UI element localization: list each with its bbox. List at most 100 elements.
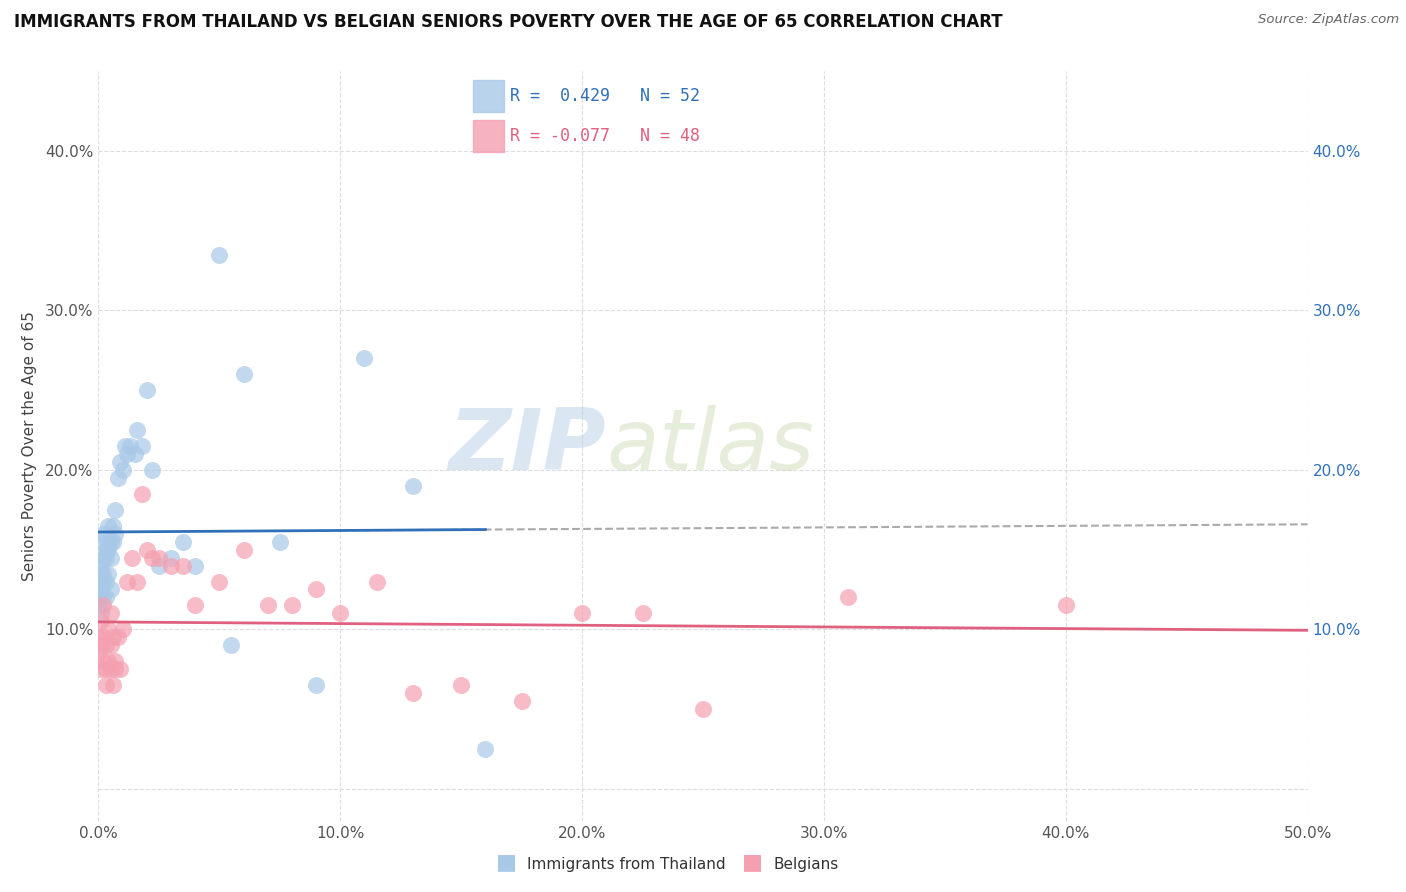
- Point: [127, 423, 149, 437]
- Point: [87, 574, 110, 589]
- Point: [104, 526, 127, 541]
- Point: [100, 582, 122, 597]
- Point: [91, 566, 114, 581]
- Point: [131, 439, 153, 453]
- Point: [94, 591, 117, 605]
- Point: [104, 502, 127, 516]
- Point: [90, 582, 112, 597]
- Point: [118, 439, 141, 453]
- Point: [269, 534, 291, 549]
- Point: [135, 383, 157, 397]
- Point: [97, 566, 120, 581]
- Point: [111, 463, 134, 477]
- Point: [101, 630, 124, 644]
- Point: [121, 550, 143, 565]
- Point: [366, 574, 388, 589]
- Point: [104, 654, 127, 668]
- Point: [631, 607, 654, 621]
- Point: [329, 607, 352, 621]
- Point: [100, 662, 122, 676]
- Point: [94, 662, 117, 676]
- Point: [100, 638, 122, 652]
- Bar: [474, 80, 505, 112]
- Point: [97, 542, 120, 557]
- Point: [90, 662, 112, 676]
- Point: [91, 630, 114, 644]
- Point: [172, 534, 194, 549]
- Point: [100, 534, 122, 549]
- Point: [305, 678, 328, 692]
- Point: [97, 654, 120, 668]
- Point: [124, 447, 146, 461]
- Point: [91, 526, 114, 541]
- Point: [100, 607, 122, 621]
- Point: [94, 574, 117, 589]
- Point: [101, 518, 124, 533]
- Point: [474, 742, 496, 756]
- Point: [94, 542, 117, 557]
- Point: [91, 591, 114, 605]
- Point: [450, 678, 472, 692]
- Point: [256, 599, 278, 613]
- Point: [510, 694, 533, 708]
- Point: [837, 591, 859, 605]
- Point: [571, 607, 593, 621]
- Point: [160, 550, 183, 565]
- Point: [305, 582, 328, 597]
- Point: [87, 646, 110, 660]
- Point: [184, 599, 207, 613]
- Point: [90, 615, 112, 629]
- Point: [94, 678, 117, 692]
- Text: ■: ■: [496, 853, 516, 872]
- Point: [87, 582, 110, 597]
- Point: [114, 439, 136, 453]
- Point: [208, 248, 231, 262]
- Point: [100, 550, 122, 565]
- Point: [97, 518, 120, 533]
- Point: [141, 463, 163, 477]
- Point: [208, 574, 231, 589]
- Point: [91, 550, 114, 565]
- Point: [1054, 599, 1077, 613]
- Point: [94, 638, 117, 652]
- Point: [141, 550, 163, 565]
- Text: IMMIGRANTS FROM THAILAND VS BELGIAN SENIORS POVERTY OVER THE AGE OF 65 CORRELATI: IMMIGRANTS FROM THAILAND VS BELGIAN SENI…: [14, 13, 1002, 31]
- Y-axis label: Seniors Poverty Over the Age of 65: Seniors Poverty Over the Age of 65: [21, 311, 37, 581]
- Point: [131, 487, 153, 501]
- Point: [101, 534, 124, 549]
- Point: [90, 566, 112, 581]
- Point: [101, 678, 124, 692]
- Point: [148, 558, 170, 573]
- Point: [402, 686, 425, 700]
- Text: Belgians: Belgians: [773, 857, 838, 872]
- Point: [184, 558, 207, 573]
- Point: [221, 638, 243, 652]
- Point: [160, 558, 183, 573]
- Point: [108, 662, 131, 676]
- Text: Source: ZipAtlas.com: Source: ZipAtlas.com: [1258, 13, 1399, 27]
- Point: [692, 702, 714, 716]
- Text: Immigrants from Thailand: Immigrants from Thailand: [527, 857, 725, 872]
- Point: [90, 558, 112, 573]
- Text: ■: ■: [742, 853, 762, 872]
- Point: [90, 638, 112, 652]
- Point: [402, 479, 425, 493]
- Point: [117, 574, 139, 589]
- Text: R =  0.429   N = 52: R = 0.429 N = 52: [510, 87, 700, 105]
- Point: [107, 471, 129, 485]
- Text: atlas: atlas: [606, 404, 814, 488]
- Point: [353, 351, 375, 366]
- Point: [107, 630, 129, 644]
- Text: ZIP: ZIP: [449, 404, 606, 488]
- Text: R = -0.077   N = 48: R = -0.077 N = 48: [510, 127, 700, 145]
- Bar: [474, 120, 505, 152]
- Point: [232, 542, 254, 557]
- Point: [108, 455, 131, 469]
- Point: [172, 558, 194, 573]
- Point: [91, 654, 114, 668]
- Point: [135, 542, 157, 557]
- Point: [148, 550, 170, 565]
- Point: [117, 447, 139, 461]
- Point: [104, 662, 127, 676]
- Point: [90, 607, 112, 621]
